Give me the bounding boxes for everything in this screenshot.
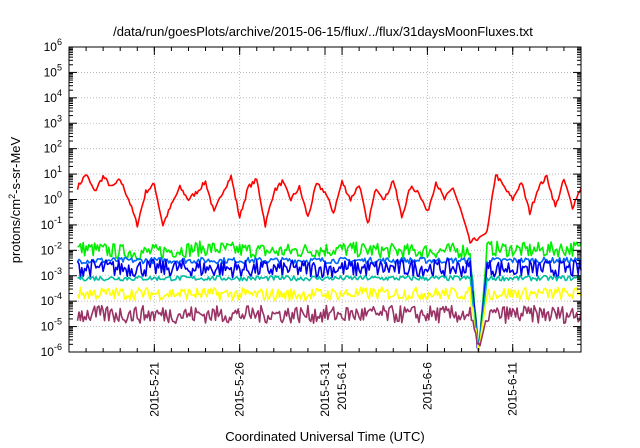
y-tick-label: 10-6	[41, 342, 62, 359]
y-axis-label: protons/cm2-s-sr-MeV	[7, 136, 23, 263]
x-tick-label: 2015-5-31	[318, 362, 332, 417]
y-tick-label: 102	[44, 139, 62, 156]
y-tick-label: 106	[44, 37, 62, 54]
y-tick-label: 10-4	[41, 291, 62, 308]
x-tick-label: 2015-6-11	[506, 362, 520, 416]
chart-title: /data/run/goesPlots/archive/2015-06-15/f…	[113, 24, 533, 39]
x-tick-label: 2015-5-26	[233, 362, 247, 417]
series-line-7	[76, 304, 582, 347]
series-line-3	[76, 256, 582, 352]
y-axis-label-main: protons/cm	[8, 199, 23, 263]
series-line-5	[77, 274, 582, 351]
y-tick-label: 10-2	[41, 240, 62, 257]
y-tick-label: 10-5	[41, 317, 62, 334]
x-axis-label: Coordinated Universal Time (UTC)	[225, 429, 424, 444]
y-axis-label-superscript: 2	[7, 194, 17, 199]
x-tick-label: 2015-6-6	[420, 362, 434, 410]
y-tick-label: 10-1	[41, 215, 62, 232]
y-tick-label: 105	[44, 62, 62, 79]
y-tick-label: 100	[44, 190, 62, 207]
y-tick-label: 10-3	[41, 266, 62, 283]
x-tick-label: 2015-5-21	[147, 362, 161, 417]
y-tick-label: 101	[44, 164, 62, 181]
y-tick-label: 103	[44, 113, 62, 130]
x-tick-label: 2015-6-1	[335, 362, 349, 410]
series-line-6	[76, 286, 582, 353]
series-layer	[76, 174, 582, 353]
series-line-1	[76, 174, 582, 244]
series-line-2	[77, 240, 582, 353]
y-axis: 10-6 10-5 10-4 10-3 10-2 10-1 100 101 102 103 104 1…	[41, 37, 581, 359]
y-tick-label: 104	[44, 88, 62, 105]
y-axis-label-unit: -s-sr-MeV	[8, 136, 23, 193]
x-axis: 2015-5-21 2015-5-26 2015-5-31 2015-6-1 2015-…	[85, 47, 565, 417]
series-line-4	[76, 258, 582, 353]
